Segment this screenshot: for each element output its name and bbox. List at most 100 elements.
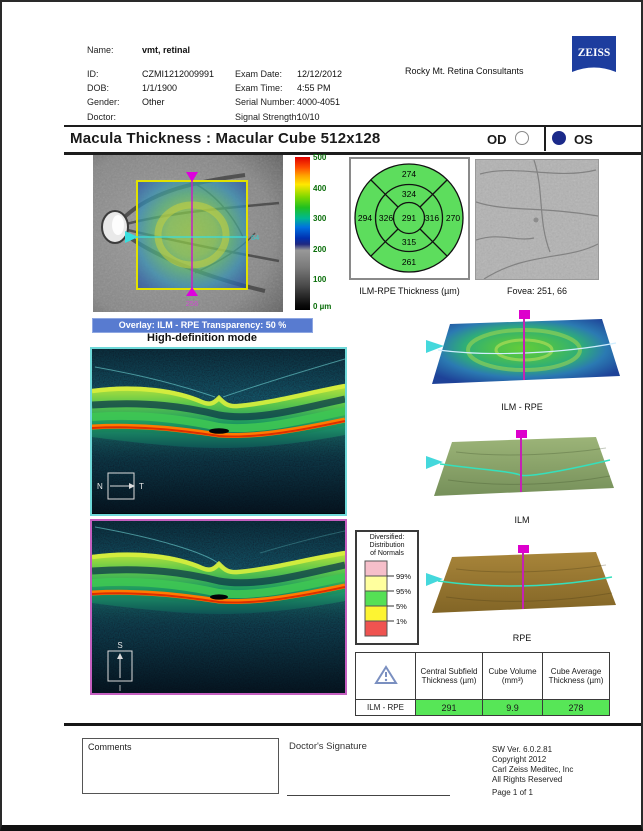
vertical-cursor-top-marker[interactable] <box>186 172 198 182</box>
etdrs-inner-left: 326 <box>379 213 393 223</box>
posterior-hyaloid-2 <box>94 526 346 564</box>
title-rule-top <box>64 125 641 127</box>
tick-95: 95% <box>396 587 411 596</box>
ilm-rpe-map-label: ILM - RPE <box>501 402 543 412</box>
patient-gender: Other <box>142 97 165 107</box>
name-label: Name: <box>87 45 114 55</box>
col-header-cube-volume: Cube Volume (mm³) <box>482 652 543 700</box>
patient-id: CZMI1212009991 <box>142 69 215 79</box>
magenta-marker[interactable] <box>519 310 530 319</box>
value-cube-volume: 9.9 <box>482 699 543 716</box>
band-1 <box>364 620 388 637</box>
horizontal-scan-number: 64 <box>251 233 259 242</box>
cyan-arrow-marker-ilm[interactable] <box>426 456 443 469</box>
scale-tick-100: 100 <box>313 275 327 284</box>
etdrs-center: 291 <box>402 213 416 223</box>
exam-date: 12/12/2012 <box>297 69 343 79</box>
fovea-center-spot <box>533 217 539 223</box>
thickness-color-scale <box>295 157 310 310</box>
page-title: Macula Thickness : Macular Cube 512x128 <box>70 130 381 147</box>
signal-strength-label: Signal Strength: <box>235 112 300 122</box>
etdrs-sector-lines <box>370 179 448 257</box>
orientation-arrow-2 <box>117 653 123 659</box>
etdrs-grid: 274 324 294 326 291 316 270 315 261 <box>354 163 464 273</box>
etdrs-outer-left: 294 <box>358 213 372 223</box>
serial-number-label: Serial Number: <box>235 97 296 107</box>
legend-title-line2: Distribution <box>369 542 405 549</box>
band-99 <box>364 560 388 577</box>
tick-99: 99% <box>396 572 411 581</box>
od-label: OD <box>487 132 507 147</box>
os-radio[interactable] <box>552 131 566 145</box>
dob-label: DOB: <box>87 83 110 93</box>
col-header-central-subfield: Central Subfield Thickness (µm) <box>415 652 483 700</box>
page-number: Page 1 of 1 <box>492 788 533 797</box>
title-rule-bottom <box>64 152 641 155</box>
id-label: ID: <box>87 69 99 79</box>
bscan-horizontal[interactable]: N T <box>90 347 347 516</box>
scale-tick-200: 200 <box>313 245 327 254</box>
hd-mode-label: High-definition mode <box>147 332 257 344</box>
rpe-surface-map <box>426 545 616 613</box>
etdrs-grid-box: 274 324 294 326 291 316 270 315 261 <box>349 157 470 280</box>
subfoveal-space <box>209 428 229 434</box>
temporal-label: T <box>139 482 144 491</box>
warning-icon <box>373 665 398 684</box>
normals-distribution-legend: Diversified: Distribution of Normals 99%… <box>355 530 419 645</box>
ilm-surface-map <box>426 430 614 496</box>
nasal-label: N <box>97 482 103 491</box>
eye-divider <box>544 126 546 151</box>
scan-line-trace <box>437 342 617 355</box>
vertical-cursor-bottom-marker[interactable] <box>186 287 198 296</box>
sw-version: SW Ver. 6.0.2.81 <box>492 745 553 754</box>
inferior-label: I <box>119 684 121 693</box>
serial-number: 4000-4051 <box>297 97 341 107</box>
od-radio[interactable] <box>515 131 529 145</box>
doctor-label: Doctor: <box>87 112 117 122</box>
col-header-cube-average: Cube Average Thickness (µm) <box>542 652 610 700</box>
overlay-banner: Overlay: ILM - RPE Transparency: 50 % <box>92 318 313 333</box>
tick-1: 1% <box>396 617 407 626</box>
ilm-layer <box>91 383 346 409</box>
bscan-vertical[interactable]: S I <box>90 519 347 695</box>
zeiss-logo-text: ZEISS <box>578 47 611 59</box>
band-95 <box>364 575 388 592</box>
ilm-surface <box>434 437 614 496</box>
etdrs-values: 274 324 294 326 291 316 270 315 261 <box>358 169 460 267</box>
magenta-marker-rpe[interactable] <box>518 545 529 553</box>
scale-tick-500: 500 <box>313 153 327 162</box>
normals-color-scale: 99% 95% 5% 1% <box>364 560 411 637</box>
patient-dob: 1/1/1900 <box>142 83 178 93</box>
scale-tick-400: 400 <box>313 184 327 193</box>
band-normal <box>364 590 388 607</box>
bscan-horizontal-image: N T <box>91 349 346 513</box>
vertical-scan-number: 256 <box>186 299 199 308</box>
comments-box: Comments <box>82 738 279 794</box>
signature-line <box>287 795 450 796</box>
ilm-rpe-surface <box>432 319 620 384</box>
orientation-arrow <box>129 483 135 489</box>
scan-line-trace-rpe <box>437 576 613 587</box>
bscan-vertical-image: S I <box>91 521 346 693</box>
etdrs-inner-top: 324 <box>402 189 416 199</box>
etdrs-outer-top: 274 <box>402 169 416 179</box>
cyan-arrow-marker[interactable] <box>426 340 444 353</box>
patient-name: vmt, retinal <box>142 45 191 55</box>
etdrs-inner-bottom: 315 <box>402 237 416 247</box>
exam-date-label: Exam Date: <box>235 69 283 79</box>
cyan-arrow-marker-rpe[interactable] <box>426 573 443 586</box>
fovea-caption: Fovea: 251, 66 <box>506 286 568 296</box>
orientation-indicator-si: S I <box>107 641 133 693</box>
thickness-summary-table: Central Subfield Thickness (µm) Cube Vol… <box>355 652 610 716</box>
warning-cell <box>355 652 416 700</box>
horizontal-cursor-marker[interactable] <box>125 231 138 243</box>
band-5 <box>364 605 388 622</box>
table-row: ILM - RPE 291 9.9 278 <box>355 699 610 716</box>
sw-copyright: Copyright 2012 <box>492 755 547 764</box>
practice-name: Rocky Mt. Retina Consultants <box>405 66 524 76</box>
value-cube-average: 278 <box>542 699 610 716</box>
magenta-marker-ilm[interactable] <box>516 430 527 438</box>
signal-strength: 10/10 <box>297 112 320 122</box>
signature-label: Doctor's Signature <box>289 741 367 752</box>
